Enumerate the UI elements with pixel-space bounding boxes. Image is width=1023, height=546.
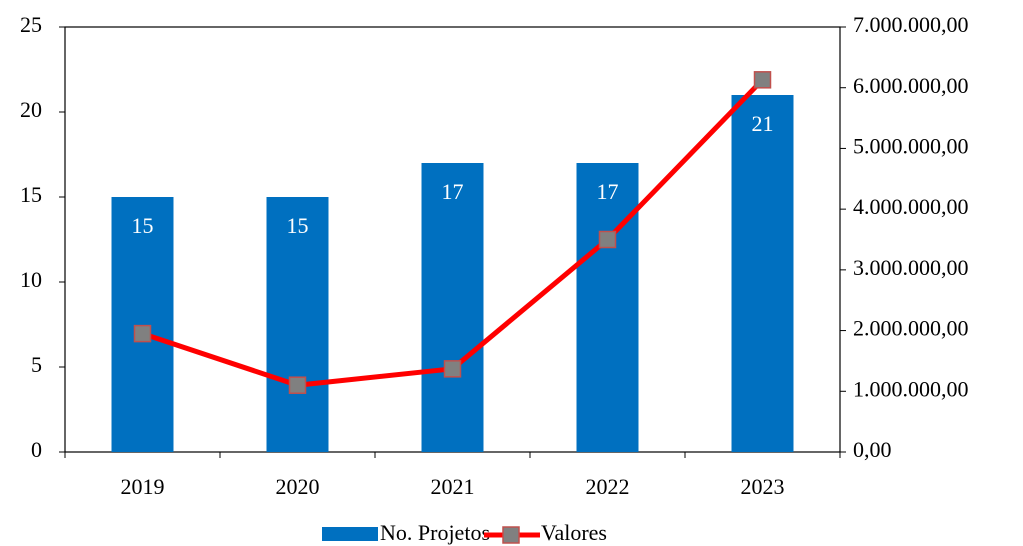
- y2-tick-label: 4.000.000,00: [853, 194, 969, 219]
- y2-tick-label: 2.000.000,00: [853, 316, 969, 341]
- x-tick-label: 2022: [586, 474, 630, 499]
- x-tick-label: 2019: [121, 474, 165, 499]
- y2-tick-label: 5.000.000,00: [853, 133, 969, 158]
- legend-swatch: [322, 527, 378, 541]
- y-tick-label: 0: [31, 437, 42, 462]
- y2-tick-label: 3.000.000,00: [853, 255, 969, 280]
- y-tick-label: 15: [20, 182, 42, 207]
- data-label: 17: [442, 179, 464, 204]
- y-tick-label: 5: [31, 352, 42, 377]
- y-tick-label: 10: [20, 267, 42, 292]
- marker: [133, 324, 152, 343]
- legend-label: Valores: [541, 520, 607, 545]
- data-label: 21: [752, 111, 774, 136]
- marker: [598, 230, 617, 249]
- x-tick-label: 2023: [741, 474, 785, 499]
- data-label: 15: [132, 213, 154, 238]
- y2-tick-label: 6.000.000,00: [853, 73, 969, 98]
- y-tick-label: 25: [20, 12, 42, 37]
- data-label: 15: [287, 213, 309, 238]
- y2-tick-label: 1.000.000,00: [853, 376, 969, 401]
- legend-label: No. Projetos: [380, 520, 490, 545]
- marker: [288, 376, 307, 394]
- y2-tick-label: 0,00: [853, 437, 892, 462]
- marker: [753, 71, 772, 89]
- bar: [266, 197, 329, 452]
- bar: [576, 163, 639, 452]
- bar: [421, 163, 484, 452]
- y2-tick-label: 7.000.000,00: [853, 12, 969, 37]
- x-tick-label: 2020: [276, 474, 320, 499]
- bar: [731, 95, 794, 452]
- x-tick-label: 2021: [431, 474, 475, 499]
- y-tick-label: 20: [20, 97, 42, 122]
- legend-marker: [502, 526, 520, 544]
- bar: [111, 197, 174, 452]
- marker: [443, 360, 462, 378]
- data-label: 17: [597, 179, 619, 204]
